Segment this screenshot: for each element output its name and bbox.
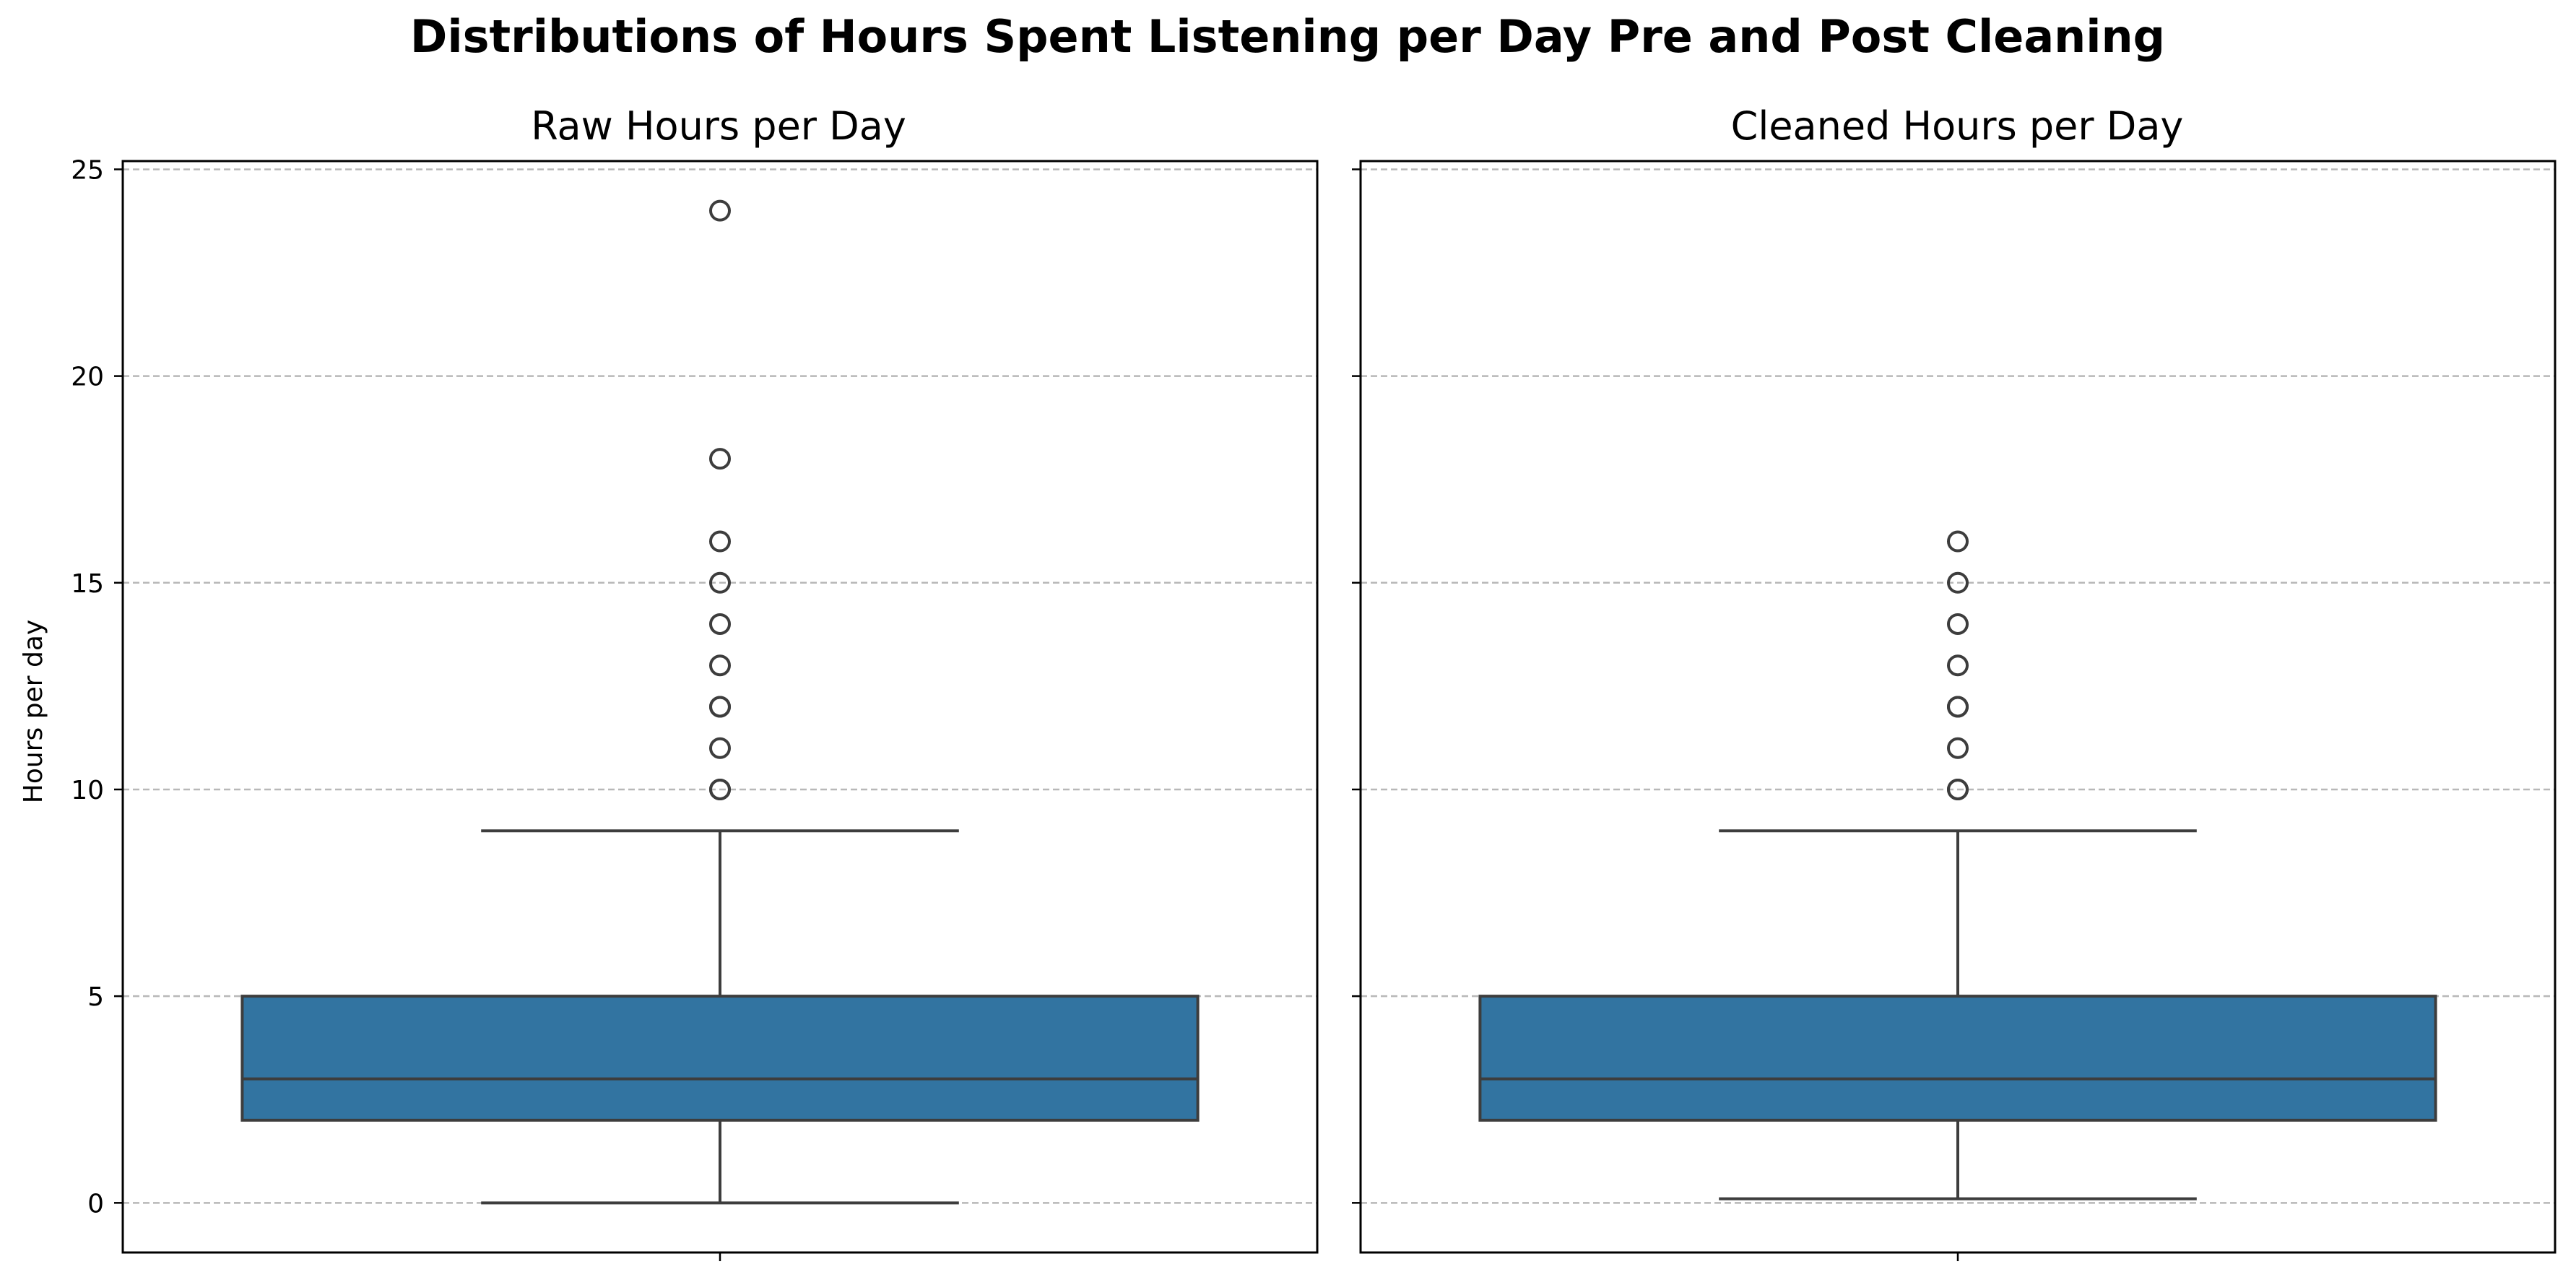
- outlier-point: [709, 199, 731, 222]
- outlier-point: [1947, 530, 1969, 553]
- outlier-point: [1947, 778, 1969, 800]
- outlier-point: [1947, 571, 1969, 594]
- outlier-point: [1947, 613, 1969, 636]
- outlier-point: [709, 737, 731, 759]
- outlier-point: [1947, 654, 1969, 677]
- iqr-box: [1478, 995, 2437, 1122]
- plot-frame: [121, 160, 1319, 1254]
- left-panel-title: Raw Hours per Day: [531, 103, 906, 149]
- y-tick-label: 20: [71, 363, 104, 392]
- outlier-point: [709, 778, 731, 800]
- right-panel-cleaned: Cleaned Hours per Day: [1352, 103, 2557, 1261]
- y-tick-label: 0: [87, 1189, 104, 1219]
- outlier-point: [709, 571, 731, 594]
- iqr-box: [240, 995, 1200, 1122]
- outlier-point: [1947, 696, 1969, 718]
- right-panel-title: Cleaned Hours per Day: [1731, 103, 2184, 149]
- plot-frame: [1359, 160, 2557, 1254]
- y-tick-label: 5: [87, 982, 104, 1012]
- figure-title: Distributions of Hours Spent Listening p…: [410, 10, 2165, 63]
- outlier-point: [709, 448, 731, 470]
- y-tick-label: 15: [71, 569, 104, 599]
- outlier-point: [709, 613, 731, 636]
- y-tick-label: 10: [71, 776, 104, 805]
- outlier-point: [1947, 737, 1969, 759]
- left-panel-raw: Raw Hours per Day Hours per day 0 5 10 15 20…: [19, 103, 1319, 1261]
- y-tick-label: 25: [71, 155, 104, 185]
- outlier-point: [709, 654, 731, 677]
- outlier-point: [709, 696, 731, 718]
- y-axis-label: Hours per day: [19, 620, 48, 803]
- outlier-point: [709, 530, 731, 553]
